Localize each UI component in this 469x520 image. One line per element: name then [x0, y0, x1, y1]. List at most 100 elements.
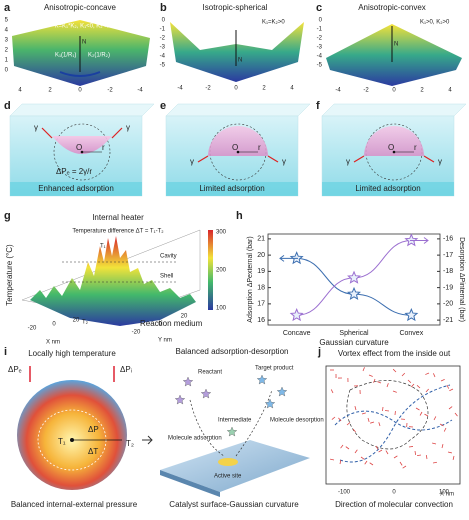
panel-label: g: [4, 210, 11, 222]
axis-tick-label: -2: [317, 36, 323, 42]
axis-tick-label: -2: [363, 88, 369, 94]
y2-tick-label: -20: [443, 301, 453, 308]
box-top: [10, 104, 154, 116]
plot-frame: [326, 366, 460, 484]
axis-tick-label: 0: [234, 86, 238, 92]
axis-tick-label: 20: [181, 314, 188, 320]
y2-tick-label: -17: [443, 252, 453, 259]
y-tick-label: 19: [257, 268, 265, 275]
axis-tick-label: -3: [317, 45, 323, 51]
y2-tick-label: -18: [443, 268, 453, 275]
arrow: [142, 436, 152, 444]
molecule: [227, 427, 237, 436]
y2-tick-label: -21: [443, 317, 453, 324]
temperature-surface: [30, 236, 196, 326]
caption: Balanced internal-external pressure: [11, 500, 138, 509]
axis-tick-label: -4: [335, 88, 341, 94]
axis-tick-label: 0: [5, 68, 9, 74]
data-point: [406, 309, 417, 320]
y-axis-label: Temperature (°C): [5, 244, 14, 306]
curvature-label: K₁(1/R₁): [205, 40, 226, 46]
molecule: [257, 375, 267, 384]
data-point: [291, 309, 302, 320]
y-tick-label: 20: [257, 252, 265, 259]
axis-tick-label: 4: [290, 86, 294, 92]
axis-tick-label: -5: [317, 63, 323, 69]
y-tick-label: 17: [257, 301, 265, 308]
axis-tick-label: -4: [177, 86, 183, 92]
axis-tick-label: -4: [160, 54, 166, 60]
x-axis-label: X nm: [46, 340, 60, 346]
curvature-label: K₂(1/R₂): [88, 53, 110, 59]
axis-tick-label: 100: [439, 490, 450, 496]
panel-label: d: [4, 100, 11, 112]
dt-label: ΔT: [88, 447, 98, 456]
series-line: [297, 258, 412, 315]
data-point: [348, 272, 359, 283]
path-arrow: [190, 400, 224, 456]
axis-tick-label: 3: [5, 38, 9, 44]
box-top: [166, 104, 310, 116]
internal-pressure: ΔPᵢ: [120, 365, 132, 374]
panel-a: a Anisotropic-concave K=K₁*K₂, K₁<0, K₂<…: [4, 2, 150, 86]
t1-label: T₁: [58, 437, 66, 446]
normal-label: N: [238, 58, 242, 64]
panel-i: i Locally high temperature ΔPₑ ΔPᵢ T₁ T₂…: [4, 346, 138, 509]
site-label: Active site: [214, 474, 242, 480]
axis-tick-label: 200: [216, 268, 227, 274]
axis-tick-label: 0: [78, 88, 82, 94]
molecule: [201, 389, 211, 398]
axis-tick-label: 4: [5, 28, 9, 34]
reactant-label: Reactant: [198, 370, 222, 376]
active-site: [218, 458, 238, 466]
axis-tick-label: 0: [52, 322, 56, 328]
panel-mechanism: Balanced adsorption-desorption Reactant …: [160, 347, 324, 509]
panel-label: b: [160, 2, 167, 14]
panel-title: Balanced adsorption-desorption: [176, 347, 289, 356]
t2-label: T₂: [126, 439, 134, 448]
surface: [326, 24, 462, 86]
panel-c: c Anisotropic-convex K₁>0, K₂>0 N: [316, 2, 462, 86]
x-axis-label: Gaussian curvature: [319, 338, 389, 347]
data-point: [348, 288, 359, 299]
panel-title: Anisotropic-concave: [44, 3, 117, 12]
x-tick-label: Spherical: [339, 330, 369, 337]
formula: K=K₁*K₂, K₁<0, K₂<0: [55, 24, 111, 30]
shell-label: Shell: [160, 274, 173, 280]
subtitle: Temperature difference ΔT = T₁-T₂: [72, 229, 164, 235]
desorption-label: Molecule desorption: [270, 418, 324, 424]
axis-tick-label: -2: [107, 88, 113, 94]
y-axis-label: Adsorption ΔPexternal (bar): [247, 236, 254, 322]
dp-label: ΔP: [88, 425, 99, 434]
radius-label: r: [414, 143, 417, 152]
adsorption-label: Molecule adsorption: [168, 436, 222, 442]
axis-tick-label: 300: [216, 230, 227, 236]
velocity-dash: [382, 407, 383, 411]
velocity-dash: [409, 446, 413, 447]
gamma-label: γ: [34, 123, 38, 132]
panel-label: e: [160, 100, 166, 112]
axis-tick-label: 0: [392, 88, 396, 94]
radius-label: r: [258, 143, 261, 152]
normal-label: N: [82, 40, 86, 46]
axis-tick-label: -1: [160, 27, 166, 33]
center-label: O: [232, 143, 238, 152]
molecule: [265, 399, 275, 408]
t1-label: T₁: [100, 244, 106, 250]
axis-tick-label: -3: [160, 45, 166, 51]
caption: Enhanced adsorption: [38, 184, 114, 193]
y-axis-label: Y nm: [158, 338, 172, 344]
axis-tick-label: -20: [28, 326, 37, 332]
axis-tick-label: -5: [160, 63, 166, 69]
panel-label: f: [316, 100, 320, 112]
data-point: [291, 252, 302, 263]
caption: Catalyst surface-Gaussian curvature: [169, 500, 299, 509]
panel-label: c: [316, 2, 322, 14]
normal-label: N: [394, 42, 398, 48]
axis-tick-label: 0: [392, 490, 396, 496]
surface: [170, 22, 304, 82]
x-tick-label: Convex: [399, 330, 423, 337]
axis-tick-label: 20: [73, 318, 80, 324]
axis-tick-label: 4: [18, 88, 22, 94]
molecule: [183, 377, 193, 386]
